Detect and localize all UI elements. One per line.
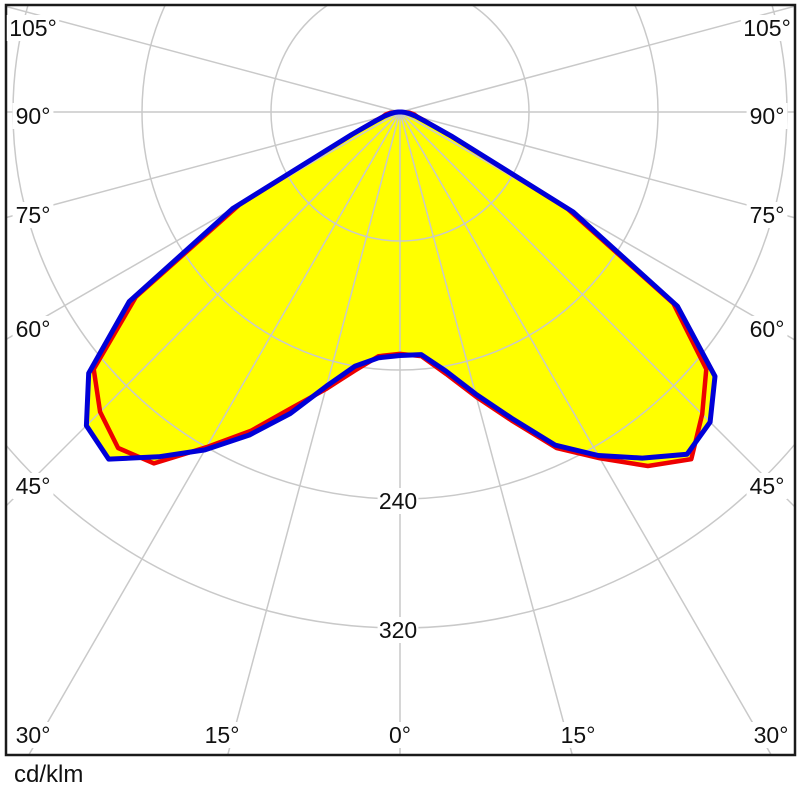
angle-label-left-bg bbox=[12, 473, 54, 499]
angle-label-right: 45° bbox=[750, 473, 785, 499]
angle-label-right: 60° bbox=[750, 316, 785, 342]
ring-label-bg bbox=[377, 617, 419, 643]
angle-label-right-bg bbox=[746, 202, 788, 228]
angle-label-left: 60° bbox=[16, 316, 51, 342]
polar-grid-ray bbox=[399, 111, 794, 219]
polar-grid-ray bbox=[227, 111, 401, 754]
polar-grid-ray bbox=[7, 6, 401, 113]
angle-label-bottom-bg bbox=[12, 722, 54, 748]
angle-label-right: 105° bbox=[743, 15, 791, 41]
angle-label-left: 105° bbox=[9, 15, 57, 41]
angle-label-left-bg bbox=[12, 202, 54, 228]
angle-label-right: 90° bbox=[750, 103, 785, 129]
angle-label-right-bg bbox=[746, 103, 788, 129]
polar-grid-ray bbox=[399, 111, 772, 754]
angle-label-right: 75° bbox=[750, 202, 785, 228]
ring-label: 240 bbox=[379, 488, 417, 514]
polar-grid-ray bbox=[7, 111, 401, 507]
angle-label-bottom: 0° bbox=[389, 722, 411, 748]
unit-label: cd/klm bbox=[14, 761, 84, 788]
polar-grid-ray bbox=[28, 111, 401, 754]
angle-label-left: 45° bbox=[16, 473, 51, 499]
angle-label-left-bg bbox=[12, 316, 54, 342]
chart-frame bbox=[4, 3, 797, 757]
polar-grid-ray bbox=[399, 111, 794, 508]
angle-label-left-bg bbox=[6, 15, 60, 41]
polar-grid-ray bbox=[399, 6, 794, 113]
polar-grid-ray bbox=[399, 111, 573, 754]
ring-label-bg bbox=[377, 488, 419, 514]
angle-label-left: 75° bbox=[16, 202, 51, 228]
angle-label-bottom: 15° bbox=[205, 722, 240, 748]
angle-label-left: 90° bbox=[16, 103, 51, 129]
angle-label-bottom-bg bbox=[201, 722, 243, 748]
angle-label-right-bg bbox=[740, 15, 794, 41]
angle-label-bottom-bg bbox=[750, 722, 792, 748]
blue-curve bbox=[83, 109, 718, 462]
angle-label-right-bg bbox=[746, 316, 788, 342]
angle-label-right-bg bbox=[746, 473, 788, 499]
ring-label: 320 bbox=[379, 617, 417, 643]
angle-label-left-bg bbox=[12, 103, 54, 129]
angle-label-bottom: 30° bbox=[754, 722, 789, 748]
angle-label-bottom-bg bbox=[557, 722, 599, 748]
polar-grid-ray bbox=[7, 111, 401, 219]
angle-label-bottom-bg bbox=[385, 722, 415, 748]
angle-label-bottom: 15° bbox=[561, 722, 596, 748]
angle-label-bottom: 30° bbox=[16, 722, 51, 748]
